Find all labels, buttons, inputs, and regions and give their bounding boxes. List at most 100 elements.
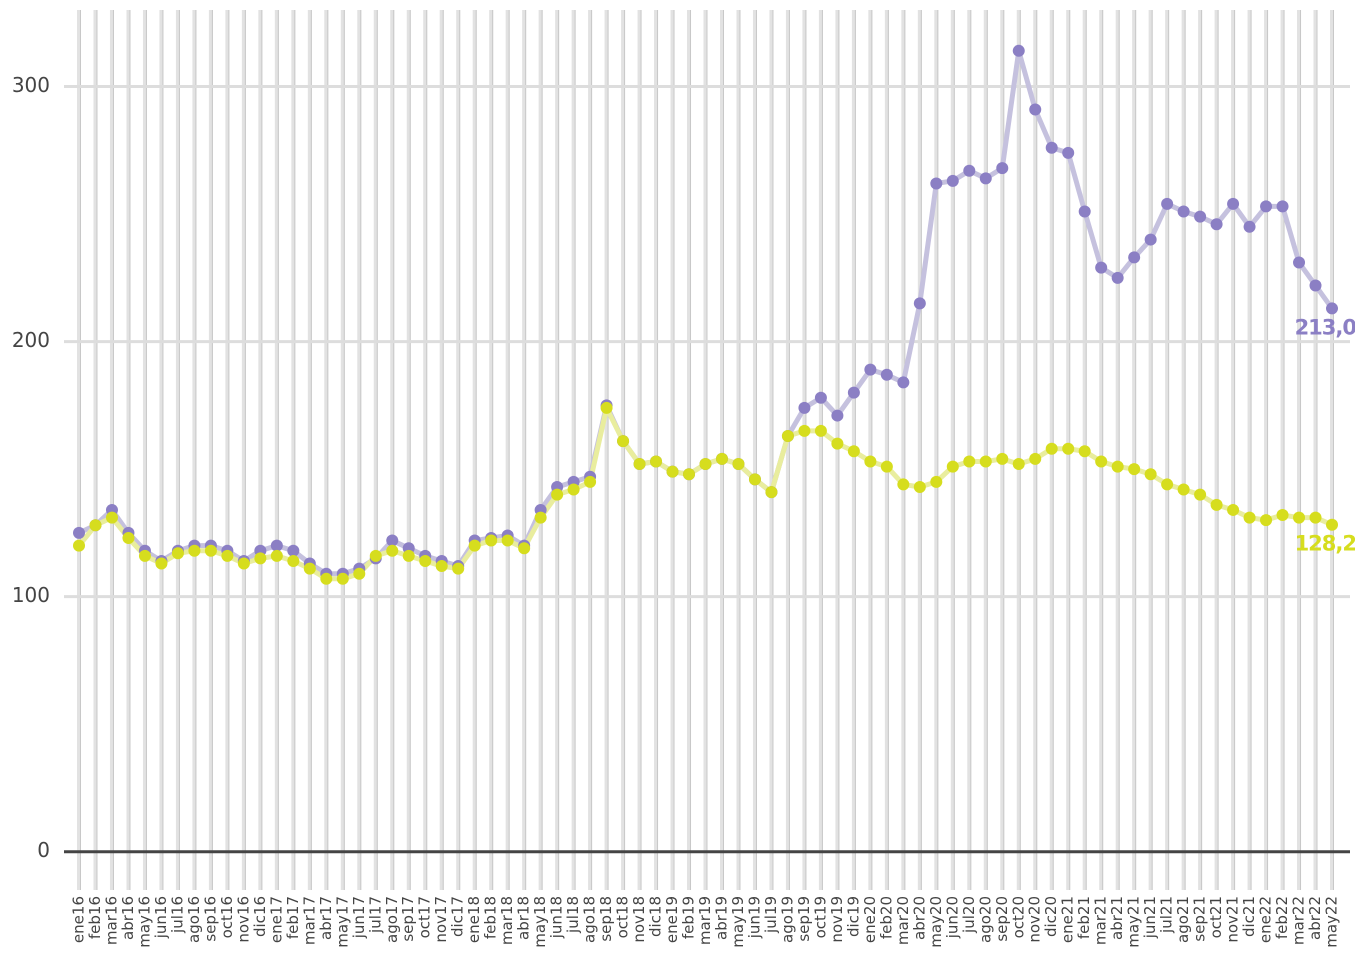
x-tick-label: feb20 bbox=[877, 896, 895, 939]
x-tick-label: ago17 bbox=[383, 896, 401, 943]
data-point bbox=[1062, 146, 1075, 159]
data-point bbox=[287, 554, 300, 567]
data-point bbox=[897, 376, 910, 389]
data-point bbox=[748, 473, 761, 486]
data-point bbox=[336, 572, 349, 585]
x-tick-label: ene16 bbox=[70, 896, 88, 943]
data-point bbox=[369, 549, 382, 562]
data-point bbox=[122, 532, 135, 544]
data-point bbox=[1326, 302, 1338, 315]
x-tick-label: feb22 bbox=[1273, 896, 1291, 939]
data-point bbox=[831, 409, 844, 422]
x-tick-label: feb21 bbox=[1075, 896, 1093, 939]
x-tick-label: sep21 bbox=[1191, 896, 1209, 942]
x-tick-label: ago16 bbox=[185, 896, 203, 943]
data-point bbox=[204, 544, 217, 557]
data-point bbox=[946, 174, 959, 187]
data-point bbox=[1177, 205, 1190, 218]
data-point bbox=[847, 386, 860, 399]
data-point bbox=[1012, 44, 1025, 57]
data-point bbox=[1111, 271, 1124, 284]
data-point bbox=[73, 526, 85, 539]
data-point bbox=[633, 458, 646, 471]
data-point bbox=[584, 475, 597, 488]
x-tick-label: may18 bbox=[531, 896, 549, 948]
x-tick-label: ago20 bbox=[976, 896, 994, 943]
x-tick-label: jul21 bbox=[1158, 896, 1176, 934]
x-tick-label: jul17 bbox=[366, 896, 384, 934]
x-tick-label: ene20 bbox=[861, 896, 879, 943]
data-point bbox=[913, 480, 926, 493]
data-point bbox=[485, 534, 498, 547]
x-tick-label: sep18 bbox=[597, 896, 615, 942]
y-tick-label: 0 bbox=[37, 838, 50, 862]
y-tick-label: 100 bbox=[12, 583, 50, 607]
data-point bbox=[781, 429, 794, 442]
data-point bbox=[1161, 197, 1174, 210]
x-tick-label: abr19 bbox=[712, 896, 730, 940]
data-point bbox=[551, 488, 564, 501]
x-tick-label: feb19 bbox=[680, 896, 698, 939]
y-tick-label: 200 bbox=[12, 328, 50, 352]
x-tick-label: mar16 bbox=[102, 896, 120, 945]
x-tick-label: sep20 bbox=[993, 896, 1011, 942]
data-point bbox=[1111, 460, 1124, 473]
data-point bbox=[171, 547, 184, 560]
x-tick-label: may19 bbox=[729, 896, 747, 948]
data-point bbox=[798, 401, 811, 414]
x-tick-label: mar19 bbox=[696, 896, 714, 945]
x-tick-label: mar22 bbox=[1290, 896, 1308, 945]
data-point bbox=[270, 549, 283, 562]
data-point bbox=[73, 539, 85, 552]
data-point bbox=[963, 164, 976, 177]
data-point bbox=[1260, 514, 1273, 527]
data-point bbox=[847, 445, 860, 458]
x-tick-label: sep17 bbox=[399, 896, 417, 942]
x-tick-label: sep16 bbox=[201, 896, 219, 942]
end-label: 128,2 bbox=[1295, 532, 1355, 556]
data-point bbox=[732, 458, 745, 471]
x-tick-label: jun17 bbox=[350, 896, 368, 939]
x-tick-label: ago21 bbox=[1174, 896, 1192, 943]
data-point bbox=[979, 455, 992, 468]
data-point bbox=[1309, 279, 1322, 292]
x-tick-label: jun19 bbox=[745, 896, 763, 939]
data-point bbox=[617, 435, 630, 448]
data-point bbox=[1029, 103, 1042, 116]
x-tick-label: may22 bbox=[1323, 896, 1341, 948]
end-label: 213,0 bbox=[1295, 315, 1355, 339]
x-tick-label: may21 bbox=[1125, 896, 1143, 948]
data-point bbox=[683, 468, 696, 481]
data-point bbox=[353, 567, 366, 580]
data-point bbox=[699, 458, 712, 471]
x-tick-label: jun16 bbox=[152, 896, 170, 939]
data-point bbox=[534, 511, 547, 524]
x-tick-label: oct20 bbox=[1009, 896, 1027, 938]
data-point bbox=[1210, 218, 1223, 231]
x-tick-label: ene21 bbox=[1059, 896, 1077, 943]
data-point bbox=[666, 465, 679, 478]
x-tick-label: dic16 bbox=[251, 896, 269, 937]
x-tick-label: oct19 bbox=[811, 896, 829, 938]
y-tick-label: 300 bbox=[12, 73, 50, 97]
data-point bbox=[320, 572, 333, 585]
data-point bbox=[864, 363, 877, 376]
x-tick-label: nov18 bbox=[630, 896, 648, 943]
data-point bbox=[1128, 463, 1141, 476]
data-point bbox=[287, 544, 300, 557]
x-tick-label: abr21 bbox=[1108, 896, 1126, 940]
data-point bbox=[1177, 483, 1190, 496]
data-point bbox=[930, 177, 943, 190]
x-tick-label: nov21 bbox=[1224, 896, 1242, 943]
data-point bbox=[1029, 452, 1042, 465]
x-tick-label: dic19 bbox=[844, 896, 862, 937]
data-point bbox=[1227, 197, 1240, 210]
data-point bbox=[880, 460, 893, 473]
data-point bbox=[468, 539, 481, 552]
x-tick-label: feb18 bbox=[482, 896, 500, 939]
data-point bbox=[155, 557, 168, 570]
data-point bbox=[1144, 468, 1157, 481]
data-point bbox=[1276, 509, 1289, 522]
data-point bbox=[1293, 256, 1306, 269]
x-tick-label: mar20 bbox=[894, 896, 912, 945]
